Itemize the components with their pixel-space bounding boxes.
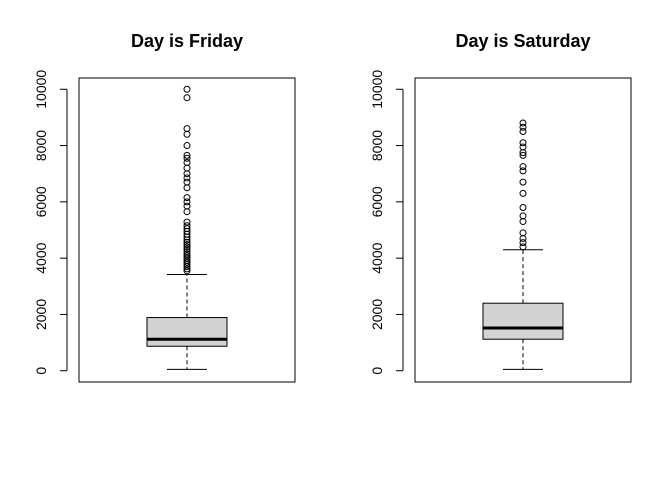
- saturday-outlier-point: [519, 178, 527, 186]
- friday-outlier-point: [183, 194, 191, 202]
- friday-outlier-point: [183, 250, 191, 258]
- saturday-outlier-point: [519, 167, 527, 175]
- saturday-outlier-point: [519, 127, 527, 135]
- friday-outlier-point: [183, 174, 191, 182]
- saturday-outlier-point: [519, 218, 527, 226]
- friday-outlier-point: [183, 252, 191, 260]
- friday-outlier-point: [183, 94, 191, 102]
- saturday-outlier-point: [519, 229, 527, 237]
- friday-outlier-point: [183, 130, 191, 138]
- saturday-outlier-point: [519, 139, 527, 147]
- saturday-outlier-point: [519, 234, 527, 242]
- friday-outlier-point: [183, 178, 191, 186]
- friday-y-tick-label: 6000: [33, 186, 49, 217]
- friday-outlier-point: [183, 151, 191, 159]
- friday-outlier-point: [183, 208, 191, 216]
- friday-y-tick-label: 4000: [33, 242, 49, 273]
- friday-outlier-point: [183, 158, 191, 166]
- friday-y-tick-label: 10000: [33, 70, 49, 109]
- friday-outlier-point: [183, 198, 191, 206]
- saturday-outlier-point: [519, 212, 527, 220]
- saturday-outlier-point: [519, 243, 527, 251]
- friday-outlier-point: [183, 202, 191, 210]
- saturday-iqr-box: [482, 302, 564, 340]
- friday-outlier-point: [183, 154, 191, 162]
- friday-outlier-point: [183, 184, 191, 192]
- friday-y-tick-label: 2000: [33, 299, 49, 330]
- saturday-outlier-point: [519, 151, 527, 159]
- friday-y-tick-label: 8000: [33, 130, 49, 161]
- saturday-outlier-point: [519, 203, 527, 211]
- friday-panel: Day is Friday 0 2000 4000 6000 8000 10000: [33, 31, 296, 383]
- friday-outlier-point: [183, 85, 191, 93]
- friday-plot-frame: [78, 77, 296, 383]
- saturday-y-tick-label: 8000: [369, 130, 385, 161]
- friday-outlier-point: [183, 243, 191, 251]
- saturday-outlier-point: [519, 163, 527, 171]
- saturday-y-tick-label: 10000: [369, 70, 385, 109]
- friday-iqr-box: [146, 317, 228, 347]
- saturday-chart-title: Day is Saturday: [455, 31, 590, 51]
- friday-outlier-point: [183, 164, 191, 172]
- friday-y-tick-label: 0: [33, 367, 49, 375]
- friday-outlier-point: [183, 248, 191, 256]
- saturday-y-tick-label: 6000: [369, 186, 385, 217]
- friday-outlier-point: [183, 142, 191, 150]
- friday-outlier-point: [183, 125, 191, 133]
- saturday-y-tick-label: 0: [369, 367, 385, 375]
- saturday-outlier-point: [519, 123, 527, 131]
- friday-chart-title: Day is Friday: [131, 31, 243, 51]
- saturday-y-tick-label: 4000: [369, 242, 385, 273]
- saturday-panel: Day is Saturday 0 2000 4000 6000 8000 10000: [369, 31, 632, 383]
- friday-outlier-point: [183, 245, 191, 253]
- saturday-outlier-point: [519, 189, 527, 197]
- friday-outlier-point: [183, 241, 191, 249]
- friday-outlier-point: [183, 218, 191, 226]
- saturday-plot-frame: [414, 77, 632, 383]
- friday-outlier-point: [183, 222, 191, 230]
- saturday-y-tick-label: 2000: [369, 299, 385, 330]
- friday-outlier-point: [183, 238, 191, 246]
- saturday-outlier-point: [519, 119, 527, 127]
- saturday-outlier-point: [519, 143, 527, 151]
- friday-outlier-point: [183, 170, 191, 178]
- saturday-outlier-point: [519, 239, 527, 247]
